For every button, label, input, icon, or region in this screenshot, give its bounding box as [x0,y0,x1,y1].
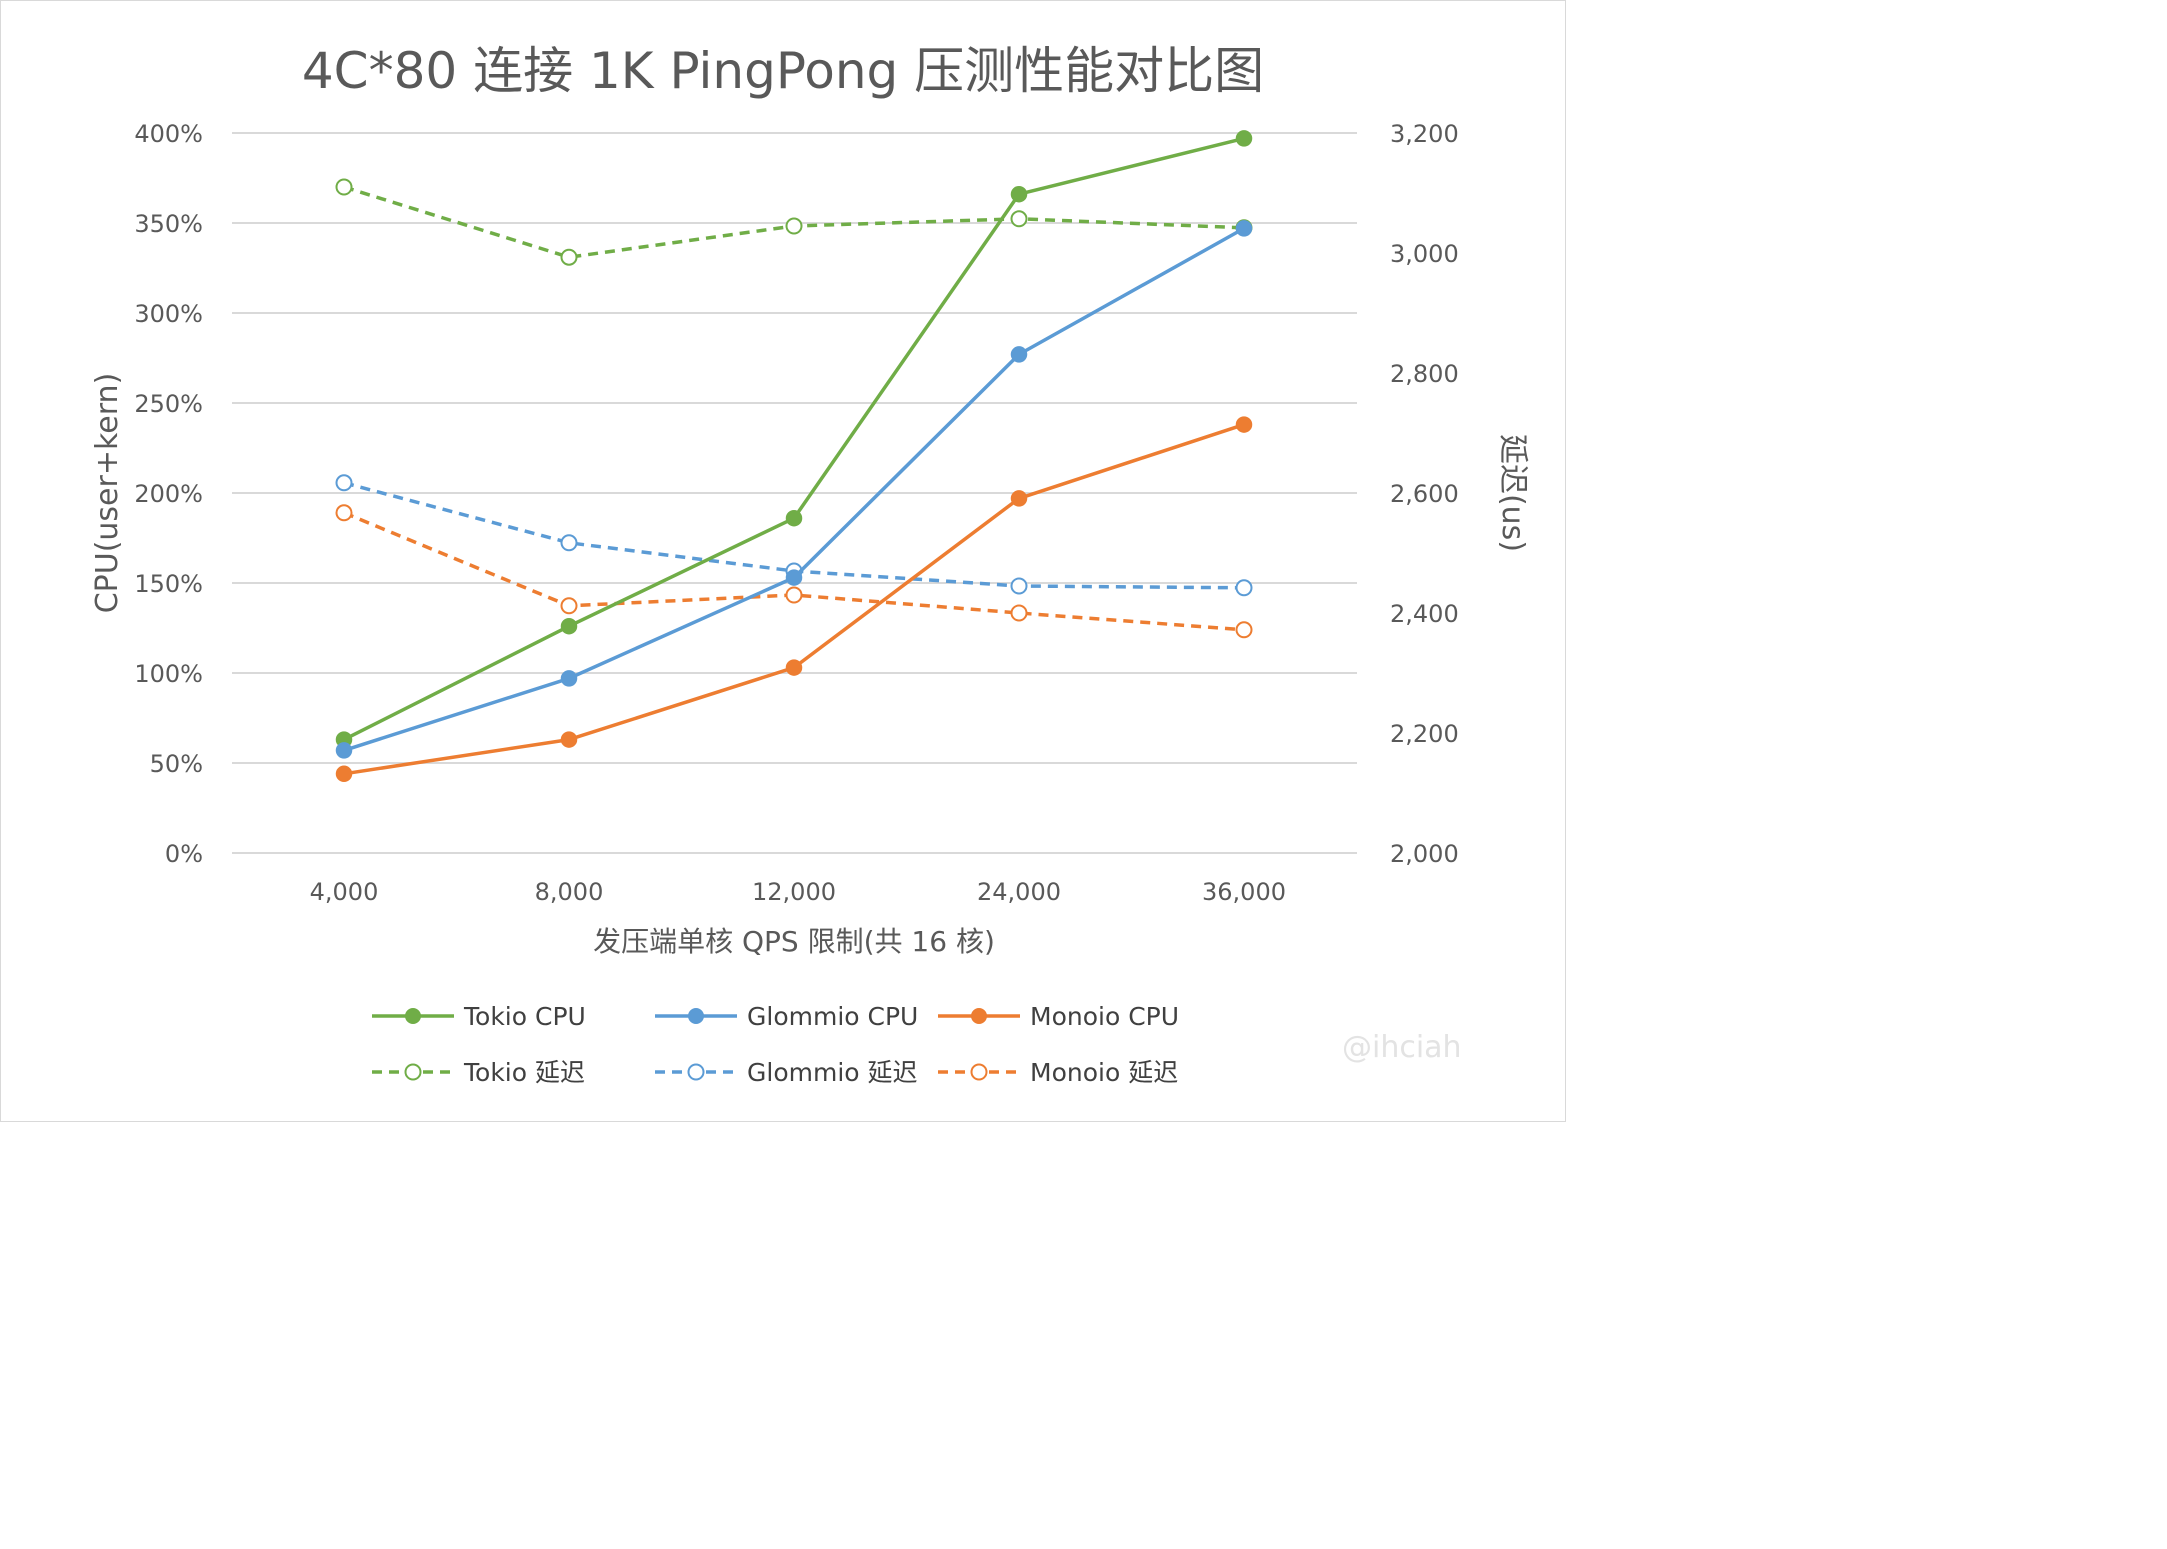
y-axis-left: 0% 50% 100% 150% 200% 250% 300% 350% 400% [134,120,203,868]
data-point [1010,604,1028,622]
data-point [560,670,578,687]
legend-label: Glommio CPU [747,1002,918,1031]
data-point [335,504,353,522]
x-tick-label: 24,000 [977,878,1061,906]
data-point [1235,579,1253,597]
data-point [785,569,803,586]
y-tick-label: 0% [165,840,203,868]
series-tokio-cpu [335,130,1253,748]
legend-swatch-marker [971,1008,987,1024]
legend-item: Monoio CPU [938,1002,1179,1031]
series-glommio-cpu [335,220,1253,759]
data-point [1235,621,1253,639]
y-tick-label: 400% [134,120,203,148]
legend-swatch-marker [405,1008,421,1024]
y2-axis-title: 延迟(us) [1495,434,1530,552]
y2-tick-label: 2,800 [1390,360,1459,388]
x-axis: 4,000 8,000 12,000 24,000 36,000 [310,878,1286,906]
legend-label: Tokio 延迟 [463,1058,585,1087]
y2-tick-label: 2,400 [1390,600,1459,628]
data-point [560,731,578,748]
data-point [560,617,578,635]
legend-item: Monoio 延迟 [938,1058,1178,1087]
legend-item: Tokio CPU [372,1002,586,1031]
y-tick-label: 350% [134,210,203,238]
chart-title: 4C*80 连接 1K PingPong 压测性能对比图 [302,42,1264,100]
y-tick-label: 250% [134,390,203,418]
y-tick-label: 150% [134,570,203,598]
data-point [1010,346,1028,363]
legend-swatch-marker [404,1063,422,1081]
legend-label: Monoio CPU [1030,1002,1179,1031]
legend-swatch-marker [970,1063,988,1081]
y-tick-label: 300% [134,300,203,328]
y-axis-right: 2,000 2,200 2,400 2,600 2,800 3,000 3,200 [1390,120,1459,868]
data-point [560,534,578,552]
series-monoio-延迟 [335,504,1253,639]
data-point [560,248,578,266]
series-layer [335,130,1253,783]
x-tick-label: 36,000 [1202,878,1286,906]
series-monoio-cpu [335,416,1253,783]
data-point [1010,490,1028,507]
data-point [785,659,803,676]
watermark: @ihciah [1342,1030,1462,1065]
x-tick-label: 4,000 [310,878,379,906]
legend-item: Glommio CPU [655,1002,918,1031]
y-tick-label: 200% [134,480,203,508]
legend-swatch-marker [688,1008,704,1024]
data-point [785,586,803,604]
y-tick-label: 50% [150,750,203,778]
legend-label: Glommio 延迟 [747,1058,918,1087]
data-point [335,474,353,492]
x-tick-label: 12,000 [752,878,836,906]
y2-tick-label: 2,200 [1390,720,1459,748]
data-point [560,597,578,615]
y2-tick-label: 2,000 [1390,840,1459,868]
legend-label: Monoio 延迟 [1030,1058,1178,1087]
grid-lines [232,132,1357,854]
data-point [1010,577,1028,595]
data-point [1235,220,1253,237]
x-axis-title: 发压端单核 QPS 限制(共 16 核) [593,925,995,958]
data-point [335,178,353,196]
chart-frame [0,0,1566,1122]
legend-swatch-marker [687,1063,705,1081]
legend-label: Tokio CPU [463,1002,586,1031]
data-point [1235,130,1253,147]
y2-tick-label: 3,000 [1390,240,1459,268]
data-point [1235,416,1253,433]
data-point [335,742,353,759]
data-point [785,509,803,527]
data-point [335,765,353,783]
x-tick-label: 8,000 [535,878,604,906]
y2-tick-label: 2,600 [1390,480,1459,508]
legend: Tokio CPU Glommio CPU Monoio CPU Tokio 延迟 Gl… [372,1002,1179,1087]
y-tick-label: 100% [134,660,203,688]
y2-tick-label: 3,200 [1390,120,1459,148]
data-point [1010,185,1028,203]
legend-item: Tokio 延迟 [372,1058,585,1087]
data-point [1010,210,1028,228]
legend-item: Glommio 延迟 [655,1058,918,1087]
data-point [785,217,803,235]
y-axis-title: CPU(user+kern) [90,373,125,614]
line-chart: 4C*80 连接 1K PingPong 压测性能对比图 0% 50% 100% 15… [90,42,1530,1087]
